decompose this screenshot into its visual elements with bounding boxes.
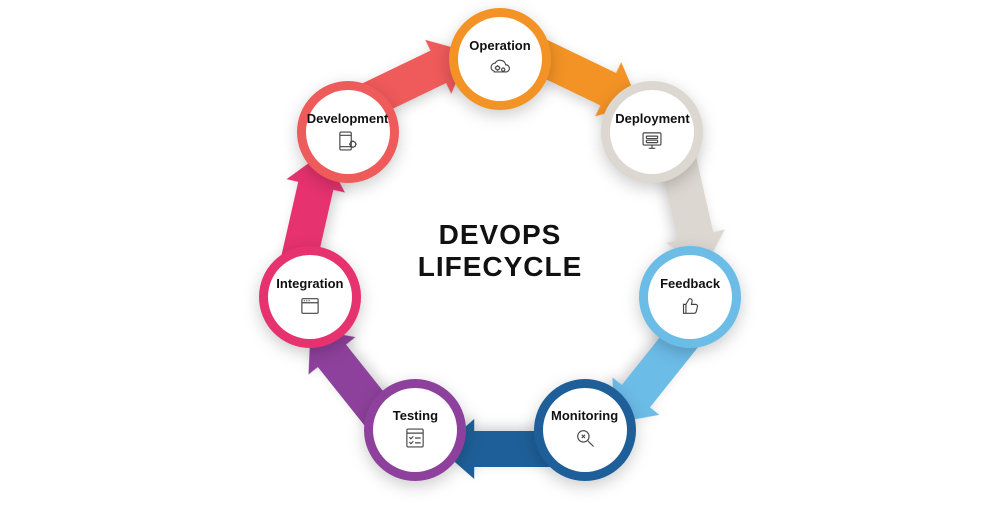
- center-title: DevOps Lifecycle: [418, 218, 583, 282]
- node-monitoring: Monitoring: [534, 379, 636, 481]
- title-line-1: DevOps: [418, 218, 583, 250]
- device-gear-icon: [335, 128, 361, 154]
- node-operation: Operation: [449, 8, 551, 110]
- checklist-icon: [402, 425, 428, 451]
- devops-lifecycle-diagram: DevOps Lifecycle Operation Deployment Feed…: [0, 0, 1000, 509]
- monitor-list-icon: [639, 128, 665, 154]
- thumbs-up-icon: [677, 293, 703, 319]
- node-label-operation: Operation: [469, 38, 530, 53]
- window-icon: [297, 293, 323, 319]
- node-label-integration: Integration: [276, 276, 343, 291]
- node-label-monitoring: Monitoring: [551, 408, 618, 423]
- node-label-testing: Testing: [393, 408, 438, 423]
- title-line-2: Lifecycle: [418, 251, 583, 283]
- node-integration: Integration: [259, 246, 361, 348]
- node-development: Development: [297, 81, 399, 183]
- node-testing: Testing: [364, 379, 466, 481]
- magnifier-icon: [572, 425, 598, 451]
- node-label-development: Development: [307, 111, 389, 126]
- cloud-gears-icon: [487, 55, 513, 81]
- node-feedback: Feedback: [639, 246, 741, 348]
- node-label-deployment: Deployment: [615, 111, 689, 126]
- node-label-feedback: Feedback: [660, 276, 720, 291]
